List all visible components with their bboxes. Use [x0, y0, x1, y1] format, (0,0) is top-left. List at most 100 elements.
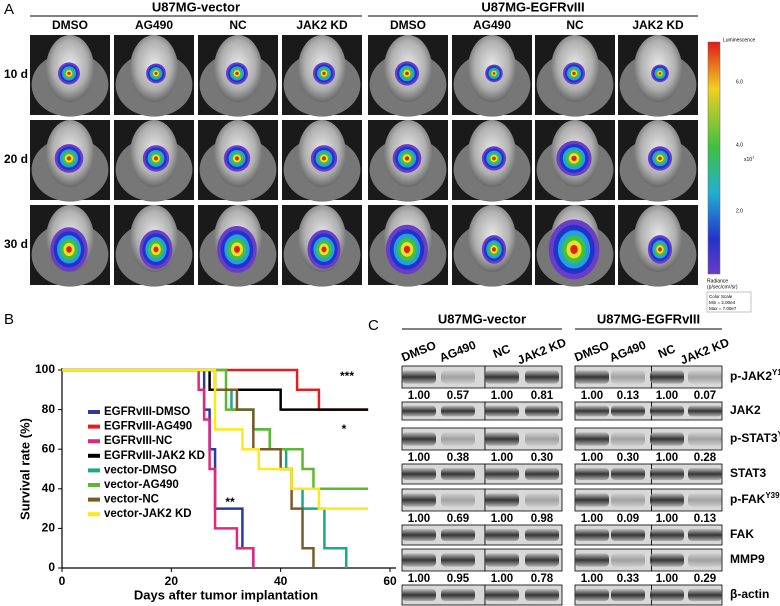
- band: [650, 553, 684, 567]
- column-label: NC: [229, 18, 247, 32]
- scale-box: [706, 291, 752, 313]
- band: [485, 405, 519, 417]
- site: Y1007/8: [772, 368, 780, 377]
- band: [575, 405, 609, 417]
- band: [441, 589, 475, 601]
- y-tick-label: 40: [42, 481, 56, 495]
- protein: STAT3: [730, 466, 767, 480]
- band: [650, 589, 684, 601]
- signal: [492, 156, 496, 161]
- quantification: 0.57: [447, 390, 469, 402]
- y-axis-label: Survival rate (%): [17, 418, 32, 520]
- band: [575, 553, 609, 567]
- band: [441, 405, 475, 417]
- row-label: STAT3: [730, 466, 767, 480]
- lane-label: JAK2 KD: [678, 335, 731, 367]
- band: [650, 432, 684, 446]
- band: [650, 405, 684, 417]
- quantification: 0.30: [617, 452, 639, 464]
- band: [688, 405, 722, 417]
- y-tick-label: 80: [42, 402, 56, 416]
- band: [441, 553, 475, 567]
- signal: [235, 71, 239, 76]
- quantification: 0.28: [694, 452, 717, 464]
- band: [688, 370, 722, 384]
- quantification: 0.98: [531, 513, 554, 525]
- band: [402, 529, 436, 541]
- legend-label: vector-AG490: [104, 479, 179, 491]
- band: [441, 468, 475, 480]
- band: [611, 493, 645, 507]
- band: [402, 370, 436, 384]
- band: [441, 432, 475, 446]
- colorbar-unit: Radiance: [707, 278, 728, 284]
- band: [575, 370, 609, 384]
- x-tick-label: 20: [165, 574, 179, 588]
- band: [485, 589, 519, 601]
- y-tick-label: 60: [42, 441, 56, 455]
- band: [485, 493, 519, 507]
- column-label: AG490: [473, 18, 511, 32]
- lane-label: NC: [656, 341, 678, 361]
- colorbar-multiplier: x107: [744, 155, 755, 163]
- quantification: 0.09: [617, 513, 639, 525]
- band: [575, 589, 609, 601]
- band: [402, 432, 436, 446]
- survival-curve: [62, 368, 255, 568]
- band: [525, 553, 559, 567]
- quantification: 1.00: [408, 452, 430, 464]
- quantification: 0.13: [617, 390, 639, 402]
- quantification: 0.81: [531, 390, 554, 402]
- group-header: U87MG-EGFRvIII: [597, 311, 700, 326]
- band: [485, 468, 519, 480]
- legend-label: EGFRvIII-JAK2 KD: [104, 450, 205, 462]
- protein: p-JAK2: [730, 369, 772, 383]
- quantification: 0.13: [694, 513, 716, 525]
- legend-label: vector-JAK2 KD: [104, 508, 192, 520]
- colorbar-tick: 4.0: [736, 142, 743, 148]
- band: [441, 370, 475, 384]
- survival-curve: [62, 368, 315, 568]
- scale-text: Max = 7.00e7: [709, 306, 737, 311]
- lane-label: JAK2 KD: [515, 335, 568, 367]
- row-label: JAK2: [730, 403, 761, 417]
- band: [575, 468, 609, 480]
- signal: [321, 246, 327, 253]
- multiplier: x10: [744, 157, 752, 163]
- band: [485, 529, 519, 541]
- colorbar-tick: 6.0: [736, 79, 743, 85]
- band: [441, 529, 475, 541]
- signal: [405, 71, 409, 76]
- x-tick-label: 0: [59, 574, 66, 588]
- band: [402, 468, 436, 480]
- band: [575, 493, 609, 507]
- band: [611, 432, 645, 446]
- column-label: JAK2 KD: [296, 18, 348, 32]
- row-label: β-actin: [730, 587, 769, 601]
- group-header: U87MG-vector: [152, 0, 240, 14]
- signal: [570, 244, 578, 254]
- quantification: 1.00: [581, 390, 603, 402]
- quantification: 1.00: [656, 573, 678, 585]
- row-label: 30 d: [4, 237, 28, 251]
- row-label: 10 d: [4, 67, 28, 81]
- band: [688, 553, 722, 567]
- band: [688, 589, 722, 601]
- quantification: 0.30: [531, 452, 553, 464]
- quantification: 1.00: [491, 513, 513, 525]
- survival-curve: [62, 368, 369, 510]
- band: [650, 370, 684, 384]
- group-header: U87MG-EGFRvIII: [481, 0, 584, 14]
- lane-label: NC: [491, 341, 513, 361]
- row-label: FAK: [730, 527, 754, 541]
- protein: FAK: [730, 527, 754, 541]
- quantification: 1.00: [656, 452, 678, 464]
- signal: [66, 246, 72, 253]
- signal: [658, 72, 662, 75]
- band: [575, 529, 609, 541]
- signal: [403, 245, 411, 254]
- survival-curve: [62, 368, 369, 491]
- lane-label: AG490: [437, 337, 478, 364]
- quantification: 1.00: [491, 390, 513, 402]
